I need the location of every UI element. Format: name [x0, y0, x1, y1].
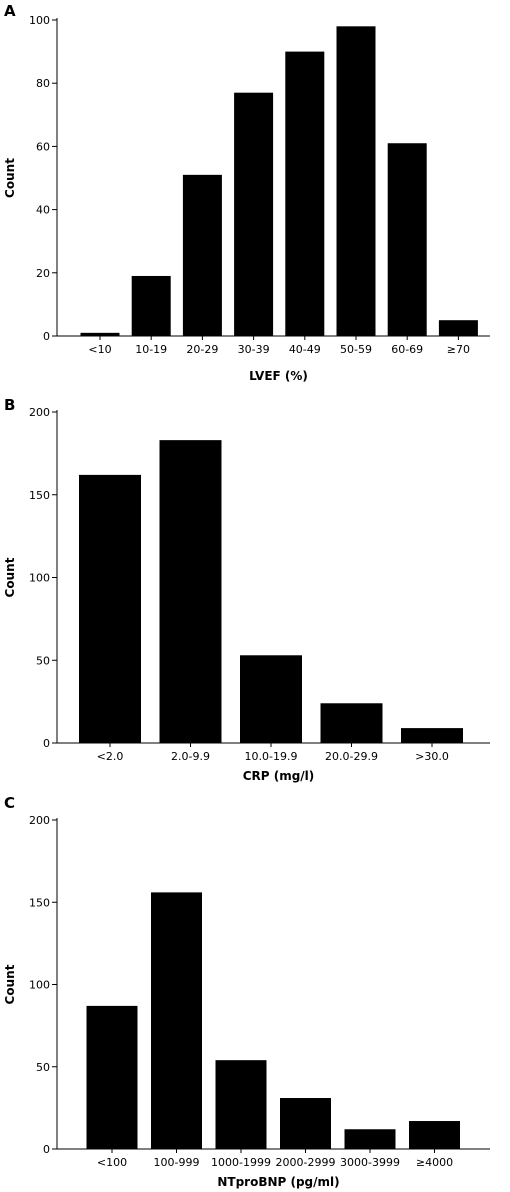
bar-c-4 [344, 1129, 396, 1149]
y-tick-label: 0 [43, 330, 50, 343]
x-tick-label: ≥4000 [416, 1156, 453, 1169]
y-tick-label: 200 [29, 406, 50, 419]
x-tick-label: 1000-1999 [211, 1156, 271, 1169]
panel-label: C [4, 794, 15, 812]
bar-a-2 [182, 174, 222, 336]
panel-label: B [4, 396, 15, 414]
bar-b-1 [159, 440, 222, 743]
x-tick-label: 100-999 [154, 1156, 200, 1169]
bar-b-2 [240, 655, 302, 743]
chart-panel-b: B 0 50 100 150 200 <2.0 2.0-9.9 10.0-19.9 20.0-29… [3, 396, 490, 783]
x-tick-label: 2.0-9.9 [171, 750, 210, 763]
x-tick-label: 2000-2999 [276, 1156, 336, 1169]
bar-a-1 [131, 275, 171, 336]
x-tick-label: >30.0 [415, 750, 449, 763]
bar-a-4 [285, 51, 325, 336]
y-tick-label: 50 [36, 1061, 50, 1074]
bar-a-0 [80, 332, 120, 336]
bar-c-0 [86, 1005, 138, 1149]
bar-a-3 [234, 92, 274, 337]
x-tick-label: 10.0-19.9 [245, 750, 298, 763]
bar-c-1 [151, 892, 202, 1149]
x-axis-label: LVEF (%) [249, 369, 308, 383]
y-tick-label: 200 [29, 814, 50, 827]
y-tick-label: 40 [36, 204, 50, 217]
x-tick-label: 30-39 [238, 343, 270, 356]
y-tick-label: 0 [43, 737, 50, 750]
y-tick-label: 150 [29, 489, 50, 502]
x-tick-label: 3000-3999 [340, 1156, 400, 1169]
y-tick-label: 150 [29, 896, 50, 909]
y-axis-label: Count [3, 964, 17, 1004]
chart-panel-a: A 0 20 40 60 80 100 <10 10-19 20-29 30-39 40-49 50-5… [3, 2, 490, 383]
bar-a-5 [336, 26, 376, 336]
y-axis-label: Count [3, 557, 17, 597]
x-axis-label: CRP (mg/l) [243, 769, 315, 783]
panel-label: A [4, 2, 16, 20]
bar-a-6 [387, 143, 427, 336]
x-tick-label: 60-69 [391, 343, 423, 356]
x-tick-label: <2.0 [97, 750, 124, 763]
y-tick-label: 80 [36, 77, 50, 90]
x-tick-label: 10-19 [135, 343, 167, 356]
y-tick-label: 60 [36, 140, 50, 153]
y-tick-label: 100 [29, 14, 50, 27]
y-tick-label: 20 [36, 267, 50, 280]
x-tick-label: <100 [97, 1156, 127, 1169]
bar-b-3 [320, 703, 383, 743]
x-tick-label: 20.0-29.9 [325, 750, 378, 763]
y-tick-label: 0 [43, 1143, 50, 1156]
y-axis-label: Count [3, 158, 17, 198]
y-tick-label: 50 [36, 654, 50, 667]
x-tick-label: <10 [88, 343, 111, 356]
x-tick-label: ≥70 [447, 343, 470, 356]
x-tick-label: 20-29 [186, 343, 218, 356]
bar-a-7 [438, 320, 478, 336]
chart-panel-c: C 0 50 100 150 200 <100 100-999 1000-1999 2000-29… [3, 794, 490, 1189]
bar-b-4 [401, 728, 463, 743]
x-axis-label: NTproBNP (pg/ml) [217, 1175, 339, 1189]
bar-b-0 [79, 474, 141, 743]
x-tick-label: 50-59 [340, 343, 372, 356]
y-tick-label: 100 [29, 572, 50, 585]
bar-c-5 [409, 1121, 460, 1149]
y-tick-label: 100 [29, 979, 50, 992]
bar-c-2 [215, 1060, 267, 1149]
x-tick-label: 40-49 [289, 343, 321, 356]
bar-c-3 [280, 1098, 331, 1149]
